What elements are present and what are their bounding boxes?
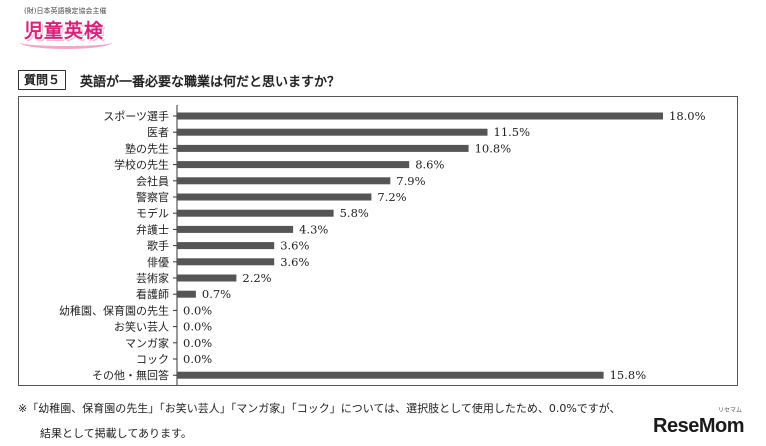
value-label: 3.6% (280, 239, 309, 253)
question-header: 質問５ 英語が一番必要な職業は何だと思いますか？ (18, 70, 340, 90)
category-label: 学校の先生 (114, 158, 169, 172)
category-label: 医者 (147, 126, 169, 139)
category-label: 看護師 (136, 287, 169, 301)
value-label: 7.9% (396, 174, 425, 188)
bar (177, 371, 604, 379)
value-label: 5.8% (340, 206, 369, 220)
watermark-logo: ReseMom (653, 415, 744, 437)
question-text: 英語が一番必要な職業は何だと思いますか？ (80, 74, 341, 90)
footnote-line-1: ※「幼稚園、保育園の先生」「お笑い芸人」「マンガ家」「コック」については、選択肢… (18, 402, 621, 415)
chart-frame: スポーツ選手 18.0% 医者 11.5% 塾の先生 10.8% 学校の先生 8.6% 会社員 7… (18, 96, 738, 386)
category-label: 警察官 (136, 190, 169, 204)
category-label: スポーツ選手 (103, 109, 169, 123)
bar (177, 128, 488, 136)
category-label: 塾の先生 (125, 141, 169, 155)
bar (177, 290, 196, 298)
category-label: 歌手 (147, 239, 169, 253)
category-label: 芸術家 (136, 271, 169, 285)
bar (177, 193, 372, 201)
footnote-line-2: 結果として掲載してあります。 (40, 427, 192, 440)
bar (177, 258, 275, 266)
bar (177, 144, 469, 152)
value-label: 4.3% (299, 222, 328, 236)
bar (177, 225, 294, 233)
value-label: 2.2% (242, 271, 271, 285)
category-label: 幼稚園、保育園の先生 (59, 303, 169, 317)
category-label: コック (136, 353, 169, 366)
value-label: 8.6% (415, 158, 444, 172)
logo-organization: (財)日本英語検定協会主催 (24, 7, 107, 15)
value-label: 11.5% (494, 125, 531, 139)
value-label: 0.0% (183, 352, 212, 366)
logo-swoosh (20, 36, 112, 49)
watermark-subtext: リセマム (717, 408, 742, 414)
logo: (財)日本英語検定協会主催 児童英検 (14, 6, 124, 52)
bar (177, 112, 663, 120)
value-label: 0.7% (202, 287, 231, 301)
value-label: 18.0% (669, 109, 706, 123)
category-label: その他・無回答 (92, 368, 169, 382)
bar (177, 177, 391, 185)
category-label: 会社員 (136, 174, 169, 188)
bar-chart: スポーツ選手 18.0% 医者 11.5% 塾の先生 10.8% 学校の先生 8.6% 会社員 7… (59, 105, 706, 385)
value-label: 15.8% (610, 368, 647, 382)
category-label: 弁護士 (136, 222, 169, 236)
value-label: 7.2% (377, 190, 406, 204)
bar (177, 274, 237, 282)
bar (177, 161, 410, 169)
category-label: モデル (136, 206, 169, 220)
question-label: 質問５ (18, 70, 67, 90)
value-label: 3.6% (280, 255, 309, 269)
value-label: 0.0% (183, 336, 212, 350)
bar (177, 242, 275, 250)
value-label: 10.8% (475, 141, 512, 155)
value-label: 0.0% (183, 303, 212, 317)
category-label: マンガ家 (125, 336, 169, 350)
bar (177, 209, 334, 217)
category-label: お笑い芸人 (114, 320, 169, 334)
value-label: 0.0% (183, 320, 212, 334)
category-label: 俳優 (147, 256, 169, 269)
